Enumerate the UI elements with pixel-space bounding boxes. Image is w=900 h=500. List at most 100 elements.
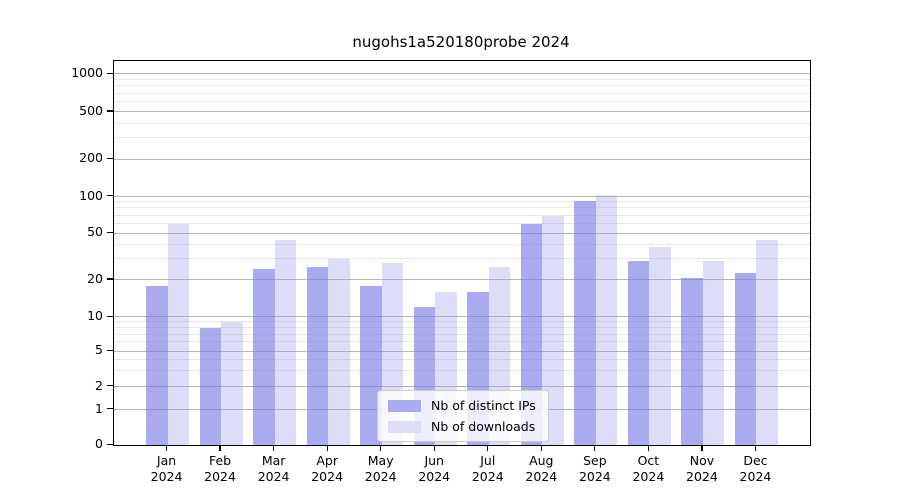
x-tick-year: 2024 <box>686 468 718 484</box>
chart-title: nugohs1a520180probe 2024 <box>352 33 570 51</box>
y-tick-mark <box>107 110 113 112</box>
x-tick-mark <box>380 445 382 451</box>
bar-ips-nov <box>681 277 703 445</box>
y-tick-mark <box>107 157 113 160</box>
y-tick-mark <box>107 278 113 280</box>
gridline-minor <box>114 101 810 103</box>
y-tick-mark <box>107 408 113 410</box>
x-tick-year: 2024 <box>471 468 504 484</box>
legend-swatch-ips <box>388 399 421 412</box>
bar-downloads-sep <box>595 195 618 445</box>
y-tick-label: 50 <box>87 224 103 240</box>
x-tick-label-aug: Aug 2024 <box>509 453 573 484</box>
legend-item-downloads: Nb of downloads <box>388 418 536 435</box>
x-tick-mark <box>219 445 221 451</box>
gridline-minor <box>114 243 810 245</box>
gridline-minor <box>114 222 810 224</box>
x-tick-label-mar: Mar 2024 <box>242 453 306 484</box>
gridline-minor <box>114 370 810 372</box>
x-tick-month: Sep <box>583 453 607 468</box>
bar-ips-sep <box>574 200 596 445</box>
gridline-minor <box>114 85 810 87</box>
plot-area: Nb of distinct IPs Nb of downloads <box>113 60 811 446</box>
y-tick-label: 1000 <box>71 65 103 81</box>
gridline-major <box>114 73 810 75</box>
x-tick-month: Apr <box>316 453 338 468</box>
x-tick-year: 2024 <box>204 468 236 484</box>
x-tick-year: 2024 <box>739 468 772 484</box>
gridline-minor <box>114 359 810 361</box>
x-tick-month: Oct <box>637 453 660 468</box>
bar-downloads-apr <box>328 259 350 445</box>
gridline-major <box>114 195 810 197</box>
gridline-major <box>114 385 810 387</box>
y-tick-mark <box>107 443 113 445</box>
legend-swatch-downloads <box>388 420 421 433</box>
bar-downloads-nov <box>702 261 725 445</box>
bar-ips-dec <box>734 272 757 445</box>
x-tick-mark <box>326 445 328 451</box>
gridline-major <box>114 316 810 318</box>
y-tick-mark <box>107 385 113 387</box>
x-tick-mark <box>273 445 275 451</box>
gridline-minor <box>114 214 810 216</box>
bar-ips-aug <box>520 223 543 445</box>
bar-downloads-dec <box>756 239 778 445</box>
x-tick-mark <box>701 445 703 451</box>
x-tick-label-dec: Dec 2024 <box>723 453 787 484</box>
bar-downloads-aug <box>542 215 564 445</box>
y-tick-label: 10 <box>87 308 103 323</box>
x-tick-mark <box>433 445 435 451</box>
legend-label-ips: Nb of distinct IPs <box>431 398 536 413</box>
y-tick-mark <box>107 231 113 234</box>
gridline-major <box>114 279 810 280</box>
gridline-major <box>114 232 810 234</box>
gridline-minor <box>114 207 810 209</box>
x-tick-mark <box>540 445 542 451</box>
y-tick-mark <box>107 349 113 352</box>
x-tick-month: Jul <box>480 453 496 468</box>
x-tick-label-jun: Jun 2024 <box>402 453 466 484</box>
x-tick-month: Feb <box>208 453 232 468</box>
x-tick-year: 2024 <box>257 468 290 484</box>
y-tick-label: 1 <box>95 400 103 416</box>
bar-ips-jan <box>146 285 168 445</box>
gridline-minor <box>114 321 810 323</box>
gridline-minor <box>114 137 810 139</box>
gridline-major <box>114 158 810 160</box>
x-tick-year: 2024 <box>578 468 611 484</box>
y-tick-mark <box>107 315 113 317</box>
x-tick-mark <box>165 445 168 451</box>
y-tick-label: 2 <box>95 377 103 393</box>
x-tick-label-jul: Jul 2024 <box>456 453 520 484</box>
x-tick-mark <box>647 445 649 451</box>
x-tick-year: 2024 <box>311 468 344 484</box>
x-tick-month: Jan <box>156 453 177 468</box>
x-tick-year: 2024 <box>632 468 665 484</box>
bar-ips-oct <box>627 261 650 445</box>
x-tick-month: Aug <box>529 453 554 468</box>
y-tick-label: 100 <box>79 187 103 203</box>
x-tick-year: 2024 <box>525 468 558 484</box>
gridline-minor <box>114 122 810 124</box>
x-tick-month: Dec <box>743 453 768 468</box>
gridline-minor <box>114 341 810 343</box>
bar-ips-feb <box>199 328 222 445</box>
gridline-major <box>114 111 810 112</box>
x-tick-label-sep: Sep 2024 <box>563 453 627 484</box>
gridline-minor <box>114 327 810 329</box>
x-tick-month: Jun <box>424 453 444 468</box>
x-tick-mark <box>487 445 489 451</box>
x-tick-label-oct: Oct 2024 <box>616 453 680 484</box>
gridline-minor <box>114 201 810 203</box>
x-tick-label-may: May 2024 <box>349 453 413 484</box>
gridline-minor <box>114 78 810 80</box>
y-tick-label: 0 <box>95 436 103 451</box>
bar-downloads-feb <box>221 322 243 445</box>
y-tick-mark <box>107 72 113 74</box>
x-tick-label-nov: Nov 2024 <box>670 453 734 484</box>
gridline-minor <box>114 333 810 335</box>
gridline-minor <box>114 258 810 260</box>
bar-downloads-mar <box>274 239 297 445</box>
